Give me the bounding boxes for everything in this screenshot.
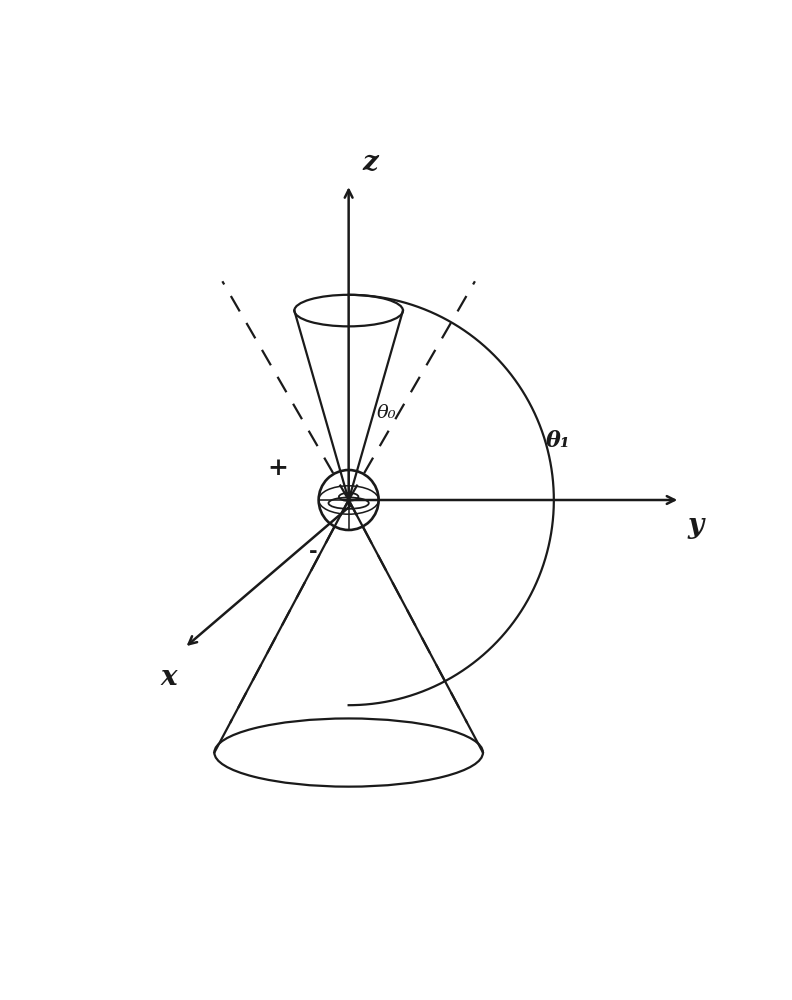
Text: -: - bbox=[309, 541, 318, 561]
Text: θ₁: θ₁ bbox=[546, 430, 570, 452]
Text: x: x bbox=[160, 664, 177, 691]
Text: θ₀: θ₀ bbox=[377, 404, 396, 422]
Text: z: z bbox=[363, 149, 379, 176]
Text: y: y bbox=[688, 512, 704, 539]
Text: +: + bbox=[267, 456, 288, 480]
